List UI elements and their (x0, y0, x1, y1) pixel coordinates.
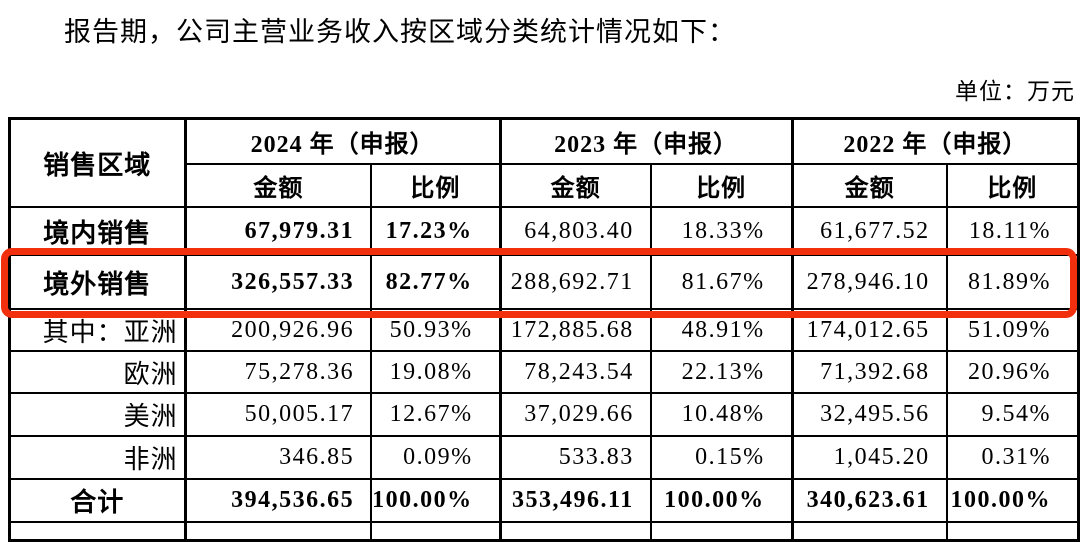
table-row-africa: 非洲 346.85 0.09% 533.83 0.15% 1,045.20 0.… (8, 435, 1080, 480)
amount-cell: 340,623.61 (790, 478, 948, 523)
ratio-cell: 81.89% (945, 254, 1080, 310)
table-row-americas: 美洲 50,005.17 12.67% 37,029.66 10.48% 32,… (8, 392, 1080, 437)
region-cell: 美洲 (8, 392, 187, 437)
intro-text: 报告期，公司主营业务收入按区域分类统计情况如下： (64, 17, 736, 47)
ratio-cell: 51.09% (945, 308, 1080, 352)
ratio-cell: 10.48% (649, 392, 794, 437)
amount-cell: 64,803.40 (498, 206, 652, 256)
region-cell: 合计 (8, 478, 187, 523)
amount-header: 金额 (498, 163, 652, 208)
ratio-cell: 50.93% (370, 308, 502, 352)
header-row-years: 销售区域 2024 年（申报） 2023 年（申报） 2022 年（申报） (8, 117, 1080, 208)
amount-cell: 71,392.68 (790, 350, 948, 394)
amount-cell: 78,243.54 (498, 350, 652, 394)
amount-cell: 200,926.96 (183, 308, 373, 352)
amount-cell: 288,692.71 (498, 254, 652, 310)
revenue-by-region-table: 销售区域 2024 年（申报） 2023 年（申报） 2022 年（申报） 金额… (8, 117, 1080, 542)
ratio-cell: 82.77% (370, 254, 502, 310)
amount-cell: 67,979.31 (183, 206, 373, 256)
table-row-total: 合计 394,536.65 100.00% 353,496.11 100.00%… (8, 478, 1080, 523)
region-cell: 欧洲 (8, 350, 187, 394)
table-row-overseas: 境外销售 326,557.33 82.77% 288,692.71 81.67%… (8, 254, 1080, 310)
table-row-partial (8, 521, 1080, 542)
amount-cell: 32,495.56 (790, 392, 948, 437)
ratio-cell: 18.33% (649, 206, 794, 256)
region-cell: 境内销售 (8, 206, 187, 256)
amount-cell: 174,012.65 (790, 308, 948, 352)
year-header-2022: 2022 年（申报） (790, 117, 1080, 165)
amount-cell: 1,045.20 (790, 435, 948, 480)
corner-header: 销售区域 (8, 117, 187, 208)
amount-cell: 346.85 (183, 435, 373, 480)
amount-cell: 172,885.68 (498, 308, 652, 352)
amount-header: 金额 (790, 163, 948, 208)
region-cell: 其中：亚洲 (8, 308, 187, 352)
header-row-sub: 金额 比例 金额 比例 金额 比例 (10, 163, 1080, 208)
amount-cell: 61,677.52 (790, 206, 948, 256)
ratio-cell: 0.31% (945, 435, 1080, 480)
amount-cell: 37,029.66 (498, 392, 652, 437)
table-row-asia: 其中：亚洲 200,926.96 50.93% 172,885.68 48.91… (8, 308, 1080, 352)
ratio-cell: 20.96% (945, 350, 1080, 394)
ratio-cell: 17.23% (370, 206, 502, 256)
ratio-header: 比例 (370, 163, 502, 208)
ratio-header: 比例 (945, 163, 1080, 208)
ratio-cell: 81.67% (649, 254, 794, 310)
amount-header: 金额 (183, 163, 373, 208)
ratio-cell: 48.91% (649, 308, 794, 352)
table-row-europe: 欧洲 75,278.36 19.08% 78,243.54 22.13% 71,… (8, 350, 1080, 394)
region-cell: 非洲 (8, 435, 187, 480)
ratio-cell: 0.09% (370, 435, 502, 480)
ratio-header: 比例 (649, 163, 794, 208)
ratio-cell: 0.15% (649, 435, 794, 480)
table-row-domestic: 境内销售 67,979.31 17.23% 64,803.40 18.33% 6… (8, 206, 1080, 256)
ratio-cell: 19.08% (370, 350, 502, 394)
unit-label: 单位：万元 (955, 79, 1075, 104)
ratio-cell: 9.54% (945, 392, 1080, 437)
amount-cell: 353,496.11 (498, 478, 652, 523)
ratio-cell: 22.13% (649, 350, 794, 394)
amount-cell: 326,557.33 (183, 254, 373, 310)
year-header-2024: 2024 年（申报） (183, 117, 502, 165)
ratio-cell: 100.00% (945, 478, 1080, 523)
amount-cell: 75,278.36 (183, 350, 373, 394)
amount-cell: 394,536.65 (183, 478, 373, 523)
ratio-cell: 12.67% (370, 392, 502, 437)
amount-cell: 533.83 (498, 435, 652, 480)
amount-cell: 278,946.10 (790, 254, 948, 310)
ratio-cell: 18.11% (945, 206, 1080, 256)
ratio-cell: 100.00% (649, 478, 794, 523)
region-cell: 境外销售 (8, 254, 187, 310)
amount-cell: 50,005.17 (183, 392, 373, 437)
year-header-2023: 2023 年（申报） (498, 117, 794, 165)
ratio-cell: 100.00% (370, 478, 502, 523)
